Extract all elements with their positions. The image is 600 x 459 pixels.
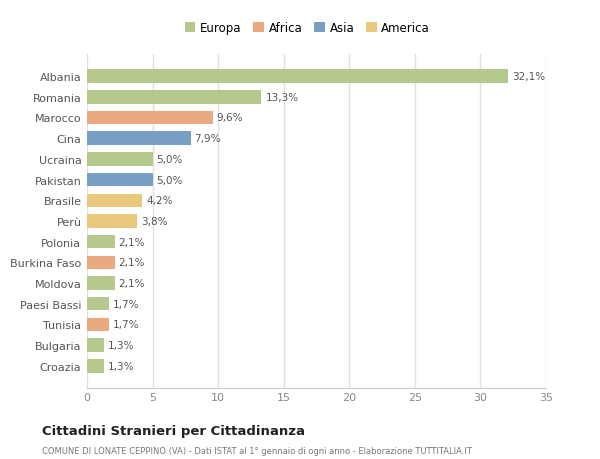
Bar	[87, 318, 109, 331]
Text: 1,7%: 1,7%	[113, 320, 140, 330]
Text: COMUNE DI LONATE CEPPINO (VA) - Dati ISTAT al 1° gennaio di ogni anno - Elaboraz: COMUNE DI LONATE CEPPINO (VA) - Dati IST…	[42, 447, 472, 455]
Text: 4,2%: 4,2%	[146, 196, 173, 206]
Bar	[87, 215, 137, 228]
Bar	[87, 339, 104, 352]
Text: 1,3%: 1,3%	[108, 341, 134, 350]
Bar	[87, 297, 109, 311]
Bar	[87, 359, 104, 373]
Text: 32,1%: 32,1%	[512, 72, 545, 82]
Bar	[87, 256, 115, 269]
Bar	[87, 235, 115, 249]
Bar	[87, 277, 115, 290]
Text: 1,7%: 1,7%	[113, 299, 140, 309]
Text: 2,1%: 2,1%	[118, 237, 145, 247]
Text: 5,0%: 5,0%	[157, 155, 183, 164]
Legend: Europa, Africa, Asia, America: Europa, Africa, Asia, America	[180, 18, 435, 40]
Bar	[87, 112, 213, 125]
Text: 2,1%: 2,1%	[118, 279, 145, 288]
Text: 3,8%: 3,8%	[141, 217, 167, 226]
Bar	[87, 194, 142, 207]
Text: 9,6%: 9,6%	[217, 113, 244, 123]
Text: 7,9%: 7,9%	[194, 134, 221, 144]
Bar	[87, 70, 508, 84]
Text: 13,3%: 13,3%	[265, 93, 298, 102]
Bar	[87, 91, 262, 104]
Text: 1,3%: 1,3%	[108, 361, 134, 371]
Bar	[87, 174, 152, 187]
Text: Cittadini Stranieri per Cittadinanza: Cittadini Stranieri per Cittadinanza	[42, 424, 305, 437]
Text: 2,1%: 2,1%	[118, 258, 145, 268]
Text: 5,0%: 5,0%	[157, 175, 183, 185]
Bar	[87, 132, 191, 146]
Bar	[87, 153, 152, 166]
